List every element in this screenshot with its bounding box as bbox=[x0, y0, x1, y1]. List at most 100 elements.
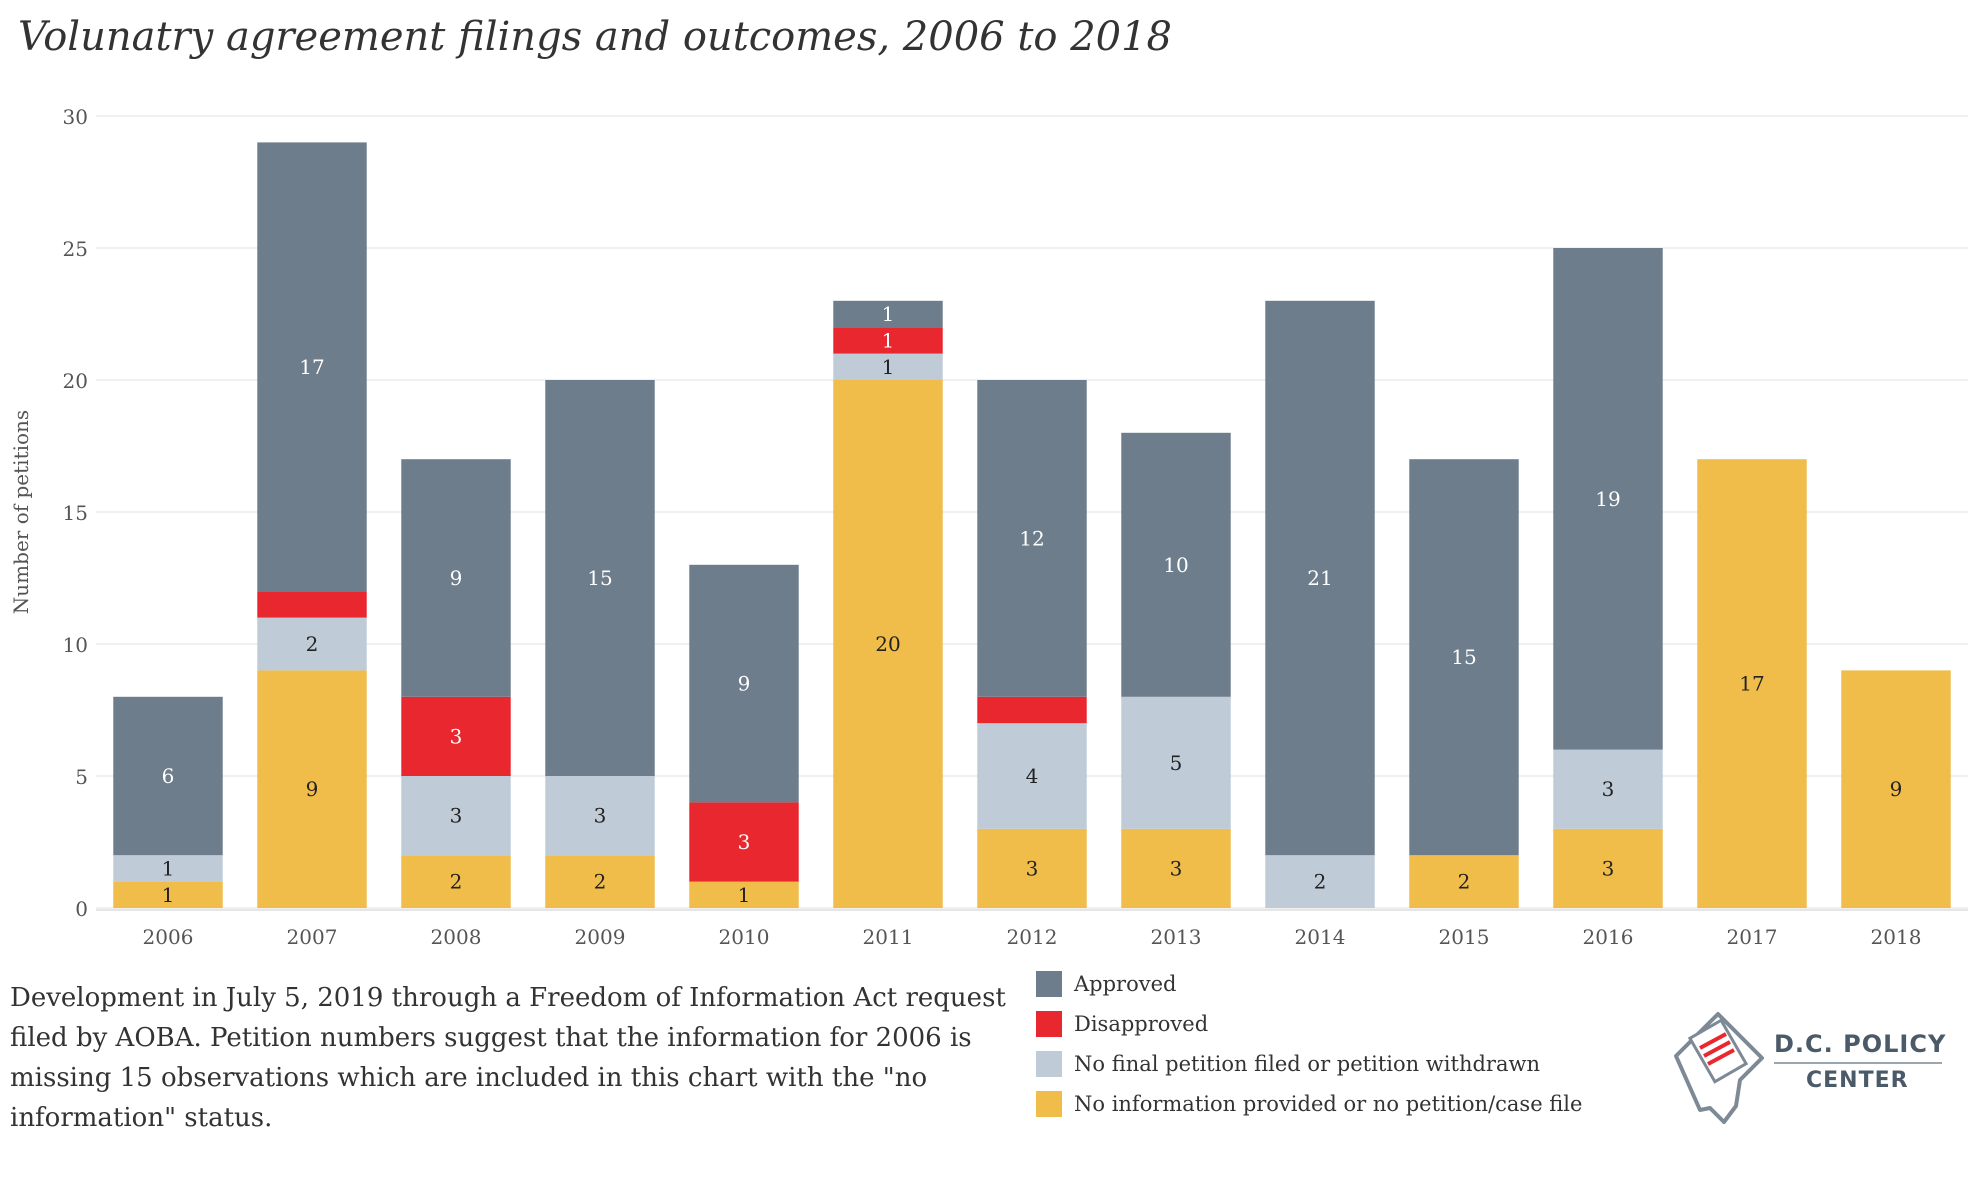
bar-segment bbox=[689, 881, 799, 908]
y-tick-label: 15 bbox=[63, 501, 88, 525]
data-label: 3 bbox=[1602, 777, 1615, 801]
bar-segment bbox=[1553, 248, 1663, 750]
data-label: 3 bbox=[1602, 856, 1615, 880]
bar-segment bbox=[257, 591, 367, 618]
x-tick-label: 2016 bbox=[1583, 925, 1634, 949]
data-label: 2 bbox=[450, 870, 463, 894]
x-tick-label: 2007 bbox=[287, 925, 338, 949]
legend: Approved Disapproved No final petition f… bbox=[1036, 964, 1582, 1124]
bar-segment bbox=[1697, 459, 1807, 908]
bar-segment bbox=[257, 670, 367, 908]
y-tick-label: 25 bbox=[63, 237, 88, 261]
x-tick-label: 2006 bbox=[143, 925, 194, 949]
stacked-bar-chart: 1169217233923151392011134123510221215331… bbox=[9, 105, 1968, 949]
data-label: 2 bbox=[1314, 870, 1327, 894]
data-label: 10 bbox=[1163, 553, 1188, 577]
logo-divider bbox=[1774, 1062, 1942, 1064]
bar-segment bbox=[833, 300, 943, 328]
bar-segment bbox=[977, 696, 1087, 724]
data-label: 9 bbox=[1890, 777, 1903, 801]
data-label: 1 bbox=[162, 883, 175, 907]
legend-item-withdrawn: No final petition filed or petition with… bbox=[1036, 1044, 1582, 1084]
bar-segment bbox=[1121, 828, 1231, 908]
bar-segment bbox=[977, 723, 1087, 829]
bar-segment bbox=[1265, 300, 1375, 856]
y-tick-label: 10 bbox=[63, 633, 88, 657]
data-label: 1 bbox=[738, 883, 751, 907]
bar-segment bbox=[833, 353, 943, 380]
source-note: Development in July 5, 2019 through a Fr… bbox=[10, 983, 1006, 1133]
data-label: 3 bbox=[450, 724, 463, 748]
bar-segment bbox=[401, 855, 511, 908]
data-label: 3 bbox=[1026, 856, 1039, 880]
legend-label-approved: Approved bbox=[1074, 972, 1177, 996]
logo-text-line2: CENTER bbox=[1806, 1068, 1909, 1093]
bar-segment bbox=[401, 459, 511, 697]
x-tick-label: 2013 bbox=[1151, 925, 1202, 949]
legend-swatch-no-information bbox=[1036, 1091, 1062, 1117]
bar-segment bbox=[1409, 855, 1519, 908]
y-axis-label: Number of petitions bbox=[9, 410, 33, 614]
bar-segment bbox=[833, 380, 943, 908]
data-label: 20 bbox=[875, 632, 900, 656]
bar-segment bbox=[977, 380, 1087, 697]
x-tick-label: 2009 bbox=[575, 925, 626, 949]
data-label: 9 bbox=[738, 672, 751, 696]
y-tick-label: 20 bbox=[63, 369, 88, 393]
bar-segment bbox=[1553, 749, 1663, 829]
chart-title: Volunatry agreement filings and outcomes… bbox=[18, 14, 1172, 60]
x-tick-label: 2017 bbox=[1727, 925, 1778, 949]
data-label: 9 bbox=[450, 566, 463, 590]
data-label: 21 bbox=[1307, 566, 1332, 590]
bar-segment bbox=[257, 142, 367, 592]
legend-item-disapproved: Disapproved bbox=[1036, 1004, 1582, 1044]
data-labels: 1169217233923151392011134123510221215331… bbox=[162, 302, 1903, 907]
bar-segment bbox=[1409, 459, 1519, 856]
bar-segment bbox=[833, 327, 943, 354]
bar-segment bbox=[977, 828, 1087, 908]
dc-policy-center-logo: D.C. POLICY CENTER bbox=[1670, 1010, 1960, 1130]
data-label: 3 bbox=[450, 804, 463, 828]
data-label: 3 bbox=[594, 804, 607, 828]
legend-label-disapproved: Disapproved bbox=[1074, 1012, 1209, 1036]
x-tick-label: 2015 bbox=[1439, 925, 1490, 949]
legend-swatch-disapproved bbox=[1036, 1011, 1062, 1037]
bar-segment bbox=[689, 564, 799, 803]
bar-segment bbox=[545, 776, 655, 856]
data-label: 5 bbox=[1170, 751, 1183, 775]
bar-segment bbox=[113, 696, 223, 856]
legend-label-no-information: No information provided or no petition/c… bbox=[1074, 1092, 1583, 1116]
data-label: 1 bbox=[162, 856, 175, 880]
x-tick-label: 2012 bbox=[1007, 925, 1058, 949]
bars bbox=[113, 142, 1951, 908]
bar-segment bbox=[113, 881, 223, 908]
y-tick-label: 5 bbox=[75, 765, 88, 789]
bar-segment bbox=[689, 802, 799, 882]
data-label: 17 bbox=[1739, 672, 1764, 696]
bar-segment bbox=[1553, 828, 1663, 908]
data-label: 6 bbox=[162, 764, 175, 788]
legend-swatch-withdrawn bbox=[1036, 1051, 1062, 1077]
bar-segment bbox=[1121, 432, 1231, 697]
data-label: 3 bbox=[738, 830, 751, 854]
bar-segment bbox=[545, 380, 655, 776]
data-label: 2 bbox=[306, 632, 319, 656]
data-label: 9 bbox=[306, 777, 319, 801]
data-label: 17 bbox=[299, 355, 324, 379]
bar-segment bbox=[401, 776, 511, 856]
data-label: 3 bbox=[1170, 856, 1183, 880]
logo-text-line1: D.C. POLICY bbox=[1774, 1030, 1947, 1058]
data-label: 1 bbox=[882, 328, 895, 352]
y-tick-label: 30 bbox=[63, 105, 88, 129]
bar-segment bbox=[545, 855, 655, 908]
data-label: 15 bbox=[1451, 645, 1476, 669]
bar-segment bbox=[113, 855, 223, 882]
data-label: 2 bbox=[1458, 870, 1471, 894]
data-label: 1 bbox=[882, 302, 895, 326]
bar-segment bbox=[1121, 696, 1231, 829]
bar-segment bbox=[257, 617, 367, 671]
x-tick-label: 2011 bbox=[863, 925, 914, 949]
bar-segment bbox=[1265, 855, 1375, 908]
legend-label-withdrawn: No final petition filed or petition with… bbox=[1074, 1052, 1540, 1076]
